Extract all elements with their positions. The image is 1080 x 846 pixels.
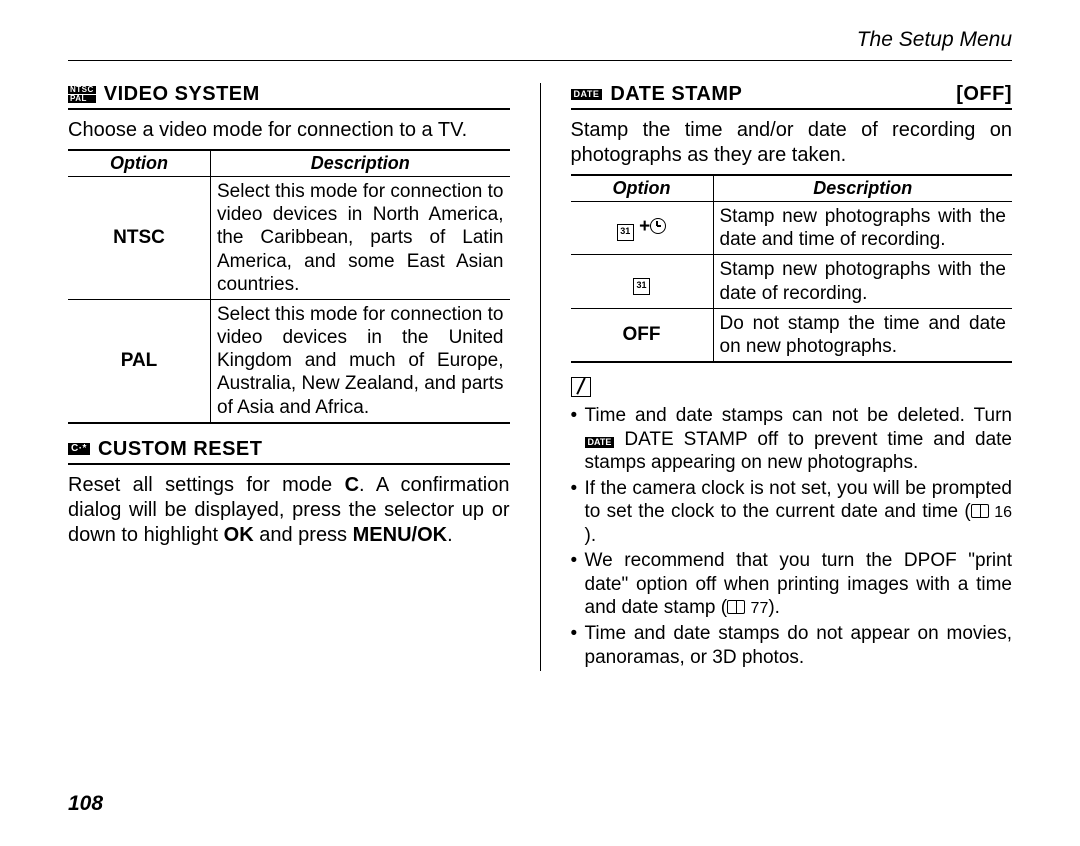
- option-ntsc: NTSC: [68, 177, 211, 300]
- clock-icon: [650, 218, 666, 234]
- custom-reset-heading: C·* CUSTOM RESET: [68, 438, 510, 465]
- list-item: Time and date stamps do not appear on mo…: [571, 622, 1013, 669]
- list-item: We recommend that you turn the DPOF "pri…: [571, 549, 1013, 620]
- option-pal: PAL: [68, 299, 211, 422]
- table-row: NTSC Select this mode for connection to …: [68, 177, 510, 300]
- table-row: 31 + Stamp new photographs with the date…: [571, 202, 1013, 255]
- video-system-table: Option Description NTSC Select this mode…: [68, 149, 510, 424]
- table-header-row: Option Description: [571, 175, 1013, 202]
- date-stamp-title: DATE STAMP: [610, 83, 742, 106]
- desc-pal: Select this mode for connection to video…: [211, 299, 510, 422]
- col-description: Description: [713, 175, 1012, 202]
- table-row: 31 Stamp new photographs with the date o…: [571, 255, 1013, 308]
- two-column-layout: NTSC PAL VIDEO SYSTEM Choose a video mod…: [68, 83, 1012, 671]
- desc-date-only: Stamp new photographs with the date of r…: [713, 255, 1012, 308]
- calendar-icon: 31: [633, 278, 650, 295]
- video-system-intro: Choose a video mode for connection to a …: [68, 118, 510, 143]
- custom-reset-title: CUSTOM RESET: [98, 438, 263, 461]
- desc-off: Do not stamp the time and date on new ph…: [713, 308, 1012, 362]
- note-block: Time and date stamps can not be deleted.…: [571, 377, 1013, 669]
- date-icon: DATE: [585, 437, 615, 448]
- list-item: Time and date stamps can not be deleted.…: [571, 404, 1013, 475]
- list-item: If the camera clock is not set, you will…: [571, 477, 1013, 548]
- note-icon: [571, 377, 591, 397]
- reset-icon: C·*: [68, 443, 90, 455]
- table-header-row: Option Description: [68, 150, 510, 177]
- manual-page: The Setup Menu NTSC PAL VIDEO SYSTEM Cho…: [0, 0, 1080, 846]
- left-column: NTSC PAL VIDEO SYSTEM Choose a video mod…: [68, 83, 510, 671]
- option-date-time: 31 +: [571, 202, 714, 255]
- date-stamp-heading: DATE DATE STAMP [OFF]: [571, 83, 1013, 110]
- page-number: 108: [68, 792, 103, 816]
- desc-date-time: Stamp new photographs with the date and …: [713, 202, 1012, 255]
- desc-ntsc: Select this mode for connection to video…: [211, 177, 510, 300]
- custom-reset-text: Reset all settings for mode C. A confirm…: [68, 473, 510, 548]
- date-stamp-intro: Stamp the time and/or date of recording …: [571, 118, 1013, 168]
- col-description: Description: [211, 150, 510, 177]
- book-icon: [971, 504, 989, 518]
- col-option: Option: [68, 150, 211, 177]
- table-row: OFF Do not stamp the time and date on ne…: [571, 308, 1013, 362]
- notes-list: Time and date stamps can not be deleted.…: [571, 404, 1013, 669]
- video-system-heading: NTSC PAL VIDEO SYSTEM: [68, 83, 510, 110]
- option-date-only: 31: [571, 255, 714, 308]
- column-divider: [540, 83, 541, 671]
- right-column: DATE DATE STAMP [OFF] Stamp the time and…: [571, 83, 1013, 671]
- book-icon: [727, 600, 745, 614]
- table-row: PAL Select this mode for connection to v…: [68, 299, 510, 422]
- ntsc-pal-icon: NTSC PAL: [68, 86, 96, 103]
- option-off: OFF: [571, 308, 714, 362]
- date-stamp-status: [OFF]: [956, 83, 1012, 106]
- col-option: Option: [571, 175, 714, 202]
- video-system-title: VIDEO SYSTEM: [104, 83, 260, 106]
- calendar-icon: 31: [617, 224, 634, 241]
- date-icon: DATE: [571, 89, 603, 100]
- date-stamp-table: Option Description 31 + Stamp new photog…: [571, 174, 1013, 363]
- page-header: The Setup Menu: [68, 28, 1012, 61]
